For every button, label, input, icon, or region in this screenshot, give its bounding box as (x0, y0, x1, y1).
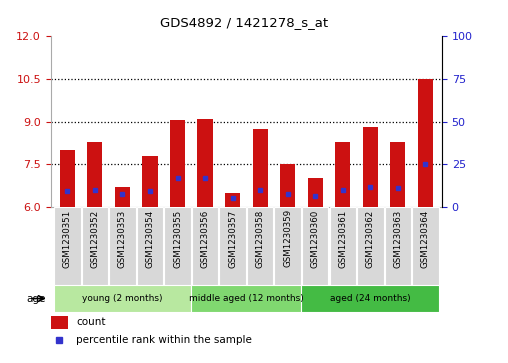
Bar (60, 150, 75, 207)
Text: GSM1230362: GSM1230362 (366, 209, 375, 268)
Bar (219, 207, 246, 285)
Text: GSM1230356: GSM1230356 (201, 209, 210, 268)
Bar (53, 285, 192, 312)
Bar (198, 119, 213, 207)
Bar (357, 207, 384, 285)
Bar (390, 142, 405, 207)
Text: GSM1230360: GSM1230360 (311, 209, 320, 268)
Bar (412, 207, 438, 285)
Text: GSM1230361: GSM1230361 (338, 209, 347, 268)
Bar (280, 164, 295, 207)
Bar (308, 179, 323, 207)
Text: middle aged (12 months): middle aged (12 months) (189, 294, 304, 303)
Text: percentile rank within the sample: percentile rank within the sample (76, 335, 252, 346)
Bar (87, 142, 103, 207)
Bar (82, 207, 108, 285)
Text: young (2 months): young (2 months) (82, 294, 163, 303)
Text: GSM1230358: GSM1230358 (256, 209, 265, 268)
Bar (274, 207, 301, 285)
Bar (330, 207, 356, 285)
Bar (225, 193, 240, 207)
Bar (252, 129, 268, 207)
Text: GSM1230352: GSM1230352 (90, 209, 100, 268)
Bar (335, 142, 351, 207)
Bar (192, 207, 218, 285)
Bar (247, 207, 273, 285)
Bar (192, 285, 301, 312)
Bar (137, 207, 163, 285)
Bar (54, 207, 81, 285)
Text: GSM1230355: GSM1230355 (173, 209, 182, 268)
Bar (363, 127, 378, 207)
Text: GSM1230351: GSM1230351 (63, 209, 72, 268)
Bar (109, 207, 136, 285)
Bar (385, 207, 411, 285)
Bar (51, 315, 69, 329)
Text: GSM1230354: GSM1230354 (145, 209, 154, 268)
Bar (115, 187, 130, 207)
Bar (418, 79, 433, 207)
Text: aged (24 months): aged (24 months) (330, 294, 410, 303)
Text: age: age (26, 294, 46, 303)
Text: GSM1230353: GSM1230353 (118, 209, 127, 268)
Bar (302, 207, 329, 285)
Text: GSM1230357: GSM1230357 (228, 209, 237, 268)
Text: GDS4892 / 1421278_s_at: GDS4892 / 1421278_s_at (160, 16, 328, 29)
Text: count: count (76, 317, 106, 327)
Bar (164, 207, 190, 285)
Bar (170, 120, 185, 207)
Bar (301, 285, 439, 312)
Text: GSM1230363: GSM1230363 (393, 209, 402, 268)
Text: GSM1230364: GSM1230364 (421, 209, 430, 268)
Text: GSM1230359: GSM1230359 (283, 209, 292, 268)
Bar (142, 156, 157, 207)
